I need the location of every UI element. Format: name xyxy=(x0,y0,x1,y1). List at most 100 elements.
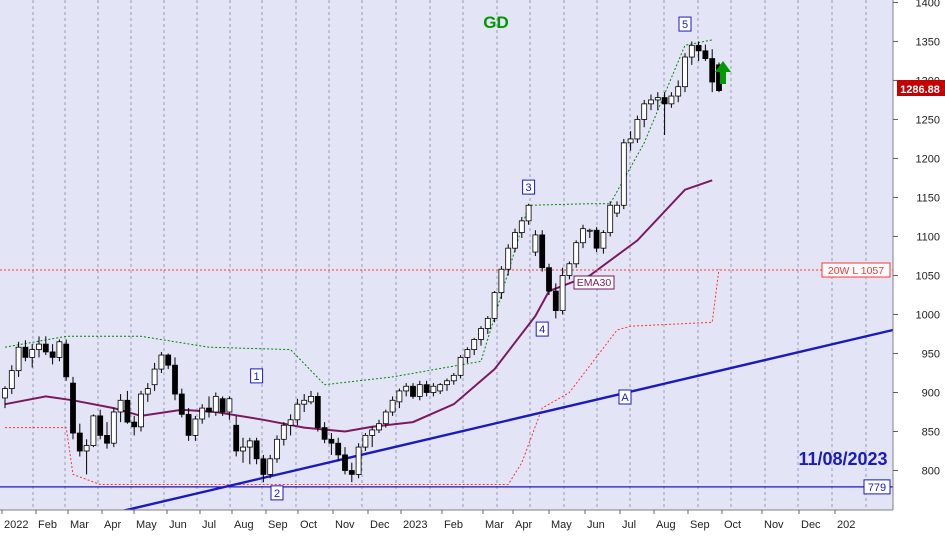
candle-body-up xyxy=(430,385,437,393)
candle xyxy=(321,422,328,444)
candle xyxy=(573,240,580,268)
candle xyxy=(410,383,416,399)
candle-body-down xyxy=(709,58,716,83)
candle-body-down xyxy=(233,424,240,452)
candle-body-down xyxy=(702,50,709,60)
candle xyxy=(49,344,56,365)
candle-body-up xyxy=(212,395,219,413)
candle-body-up xyxy=(308,395,314,403)
candle-body-up xyxy=(634,119,641,140)
candle-body-up xyxy=(600,232,607,249)
candle-body-up xyxy=(8,370,15,389)
candle xyxy=(661,92,668,136)
candle xyxy=(580,224,586,249)
candle-body-up xyxy=(369,429,376,436)
candle-body-up xyxy=(627,138,634,144)
x-tick-label: Sep xyxy=(690,519,710,531)
candle-body-up xyxy=(110,411,117,444)
y-tick-label: 1200 xyxy=(916,153,940,165)
candle-body-up xyxy=(240,446,246,452)
x-tick-label: May xyxy=(136,519,157,531)
candle-body-down xyxy=(131,421,138,428)
candle xyxy=(117,394,124,423)
candle-body-up xyxy=(614,204,620,214)
candle xyxy=(124,390,131,424)
candle xyxy=(525,203,532,225)
price-axis: 8008509009501000105011001150120012501300… xyxy=(893,0,940,478)
candle-body-up xyxy=(144,388,151,395)
candle xyxy=(131,415,138,436)
x-tick-label: Dec xyxy=(370,519,390,531)
candle xyxy=(287,414,294,436)
candle xyxy=(253,437,260,465)
candle-body-up xyxy=(36,343,42,350)
candle xyxy=(280,422,287,446)
candle-body-down xyxy=(63,343,70,378)
candle-body-up xyxy=(192,418,199,436)
candle xyxy=(355,443,362,479)
plot-area: 1 2 3 4 5 A 779 20W L 1057 EMA30 xyxy=(0,16,893,510)
candle xyxy=(382,409,389,428)
candle-body-down xyxy=(321,427,328,440)
trendline-label-box xyxy=(618,389,632,405)
candle xyxy=(151,362,158,391)
candle xyxy=(158,351,165,373)
candle-body-up xyxy=(416,384,423,397)
candle xyxy=(634,115,641,143)
y-tick-label: 1150 xyxy=(916,192,940,204)
x-tick-label: 2022 xyxy=(4,519,28,531)
candle xyxy=(586,228,593,239)
candle-body-down xyxy=(348,470,355,475)
candle xyxy=(362,433,369,451)
candle-body-up xyxy=(226,398,233,413)
candle xyxy=(620,138,627,210)
candle xyxy=(97,409,104,440)
x-tick-label: Nov xyxy=(764,519,784,531)
candle xyxy=(56,339,63,362)
candle xyxy=(63,339,70,381)
candle-body-up xyxy=(586,229,593,232)
wave-label-box xyxy=(522,179,536,195)
candle xyxy=(709,49,716,93)
candle xyxy=(165,353,172,370)
candle-body-up xyxy=(471,339,478,350)
x-tick-label: Oct xyxy=(724,519,741,531)
vertical-gridlines xyxy=(32,0,867,510)
candle xyxy=(702,44,709,61)
y-tick-label: 800 xyxy=(922,466,940,478)
candle xyxy=(593,227,600,253)
candle-body-up xyxy=(274,438,280,460)
candle xyxy=(450,372,457,385)
candle-body-up xyxy=(117,399,124,413)
candle xyxy=(607,201,614,237)
candle-body-down xyxy=(42,343,49,353)
date-label: 11/08/2023 xyxy=(798,449,887,469)
last-price-tag: 1286.88 xyxy=(897,80,945,96)
candle xyxy=(83,439,90,475)
candle xyxy=(423,380,430,397)
candle xyxy=(335,437,342,462)
candle-body-down xyxy=(410,385,416,397)
candle-body-up xyxy=(389,399,396,413)
candle xyxy=(29,344,36,368)
candle xyxy=(518,216,525,239)
candle xyxy=(42,336,49,356)
chart-title: GD xyxy=(483,13,509,32)
candle-body-up xyxy=(491,292,498,319)
candle-body-down xyxy=(342,454,348,471)
ema-label-text: EMA30 xyxy=(577,277,612,289)
candle-body-up xyxy=(29,349,36,358)
candle xyxy=(138,390,144,432)
candle-body-up xyxy=(532,234,539,253)
y-tick-label: 1100 xyxy=(916,231,940,243)
x-tick-label: Feb xyxy=(38,519,57,531)
wave-label-box xyxy=(678,16,692,32)
y-tick-label: 850 xyxy=(922,426,940,438)
x-tick-label: Jul xyxy=(622,519,636,531)
candle-body-up xyxy=(675,86,682,97)
candle xyxy=(260,454,267,483)
x-tick-label: Mar xyxy=(70,519,89,531)
candle xyxy=(15,341,22,377)
candle-body-up xyxy=(648,99,654,105)
